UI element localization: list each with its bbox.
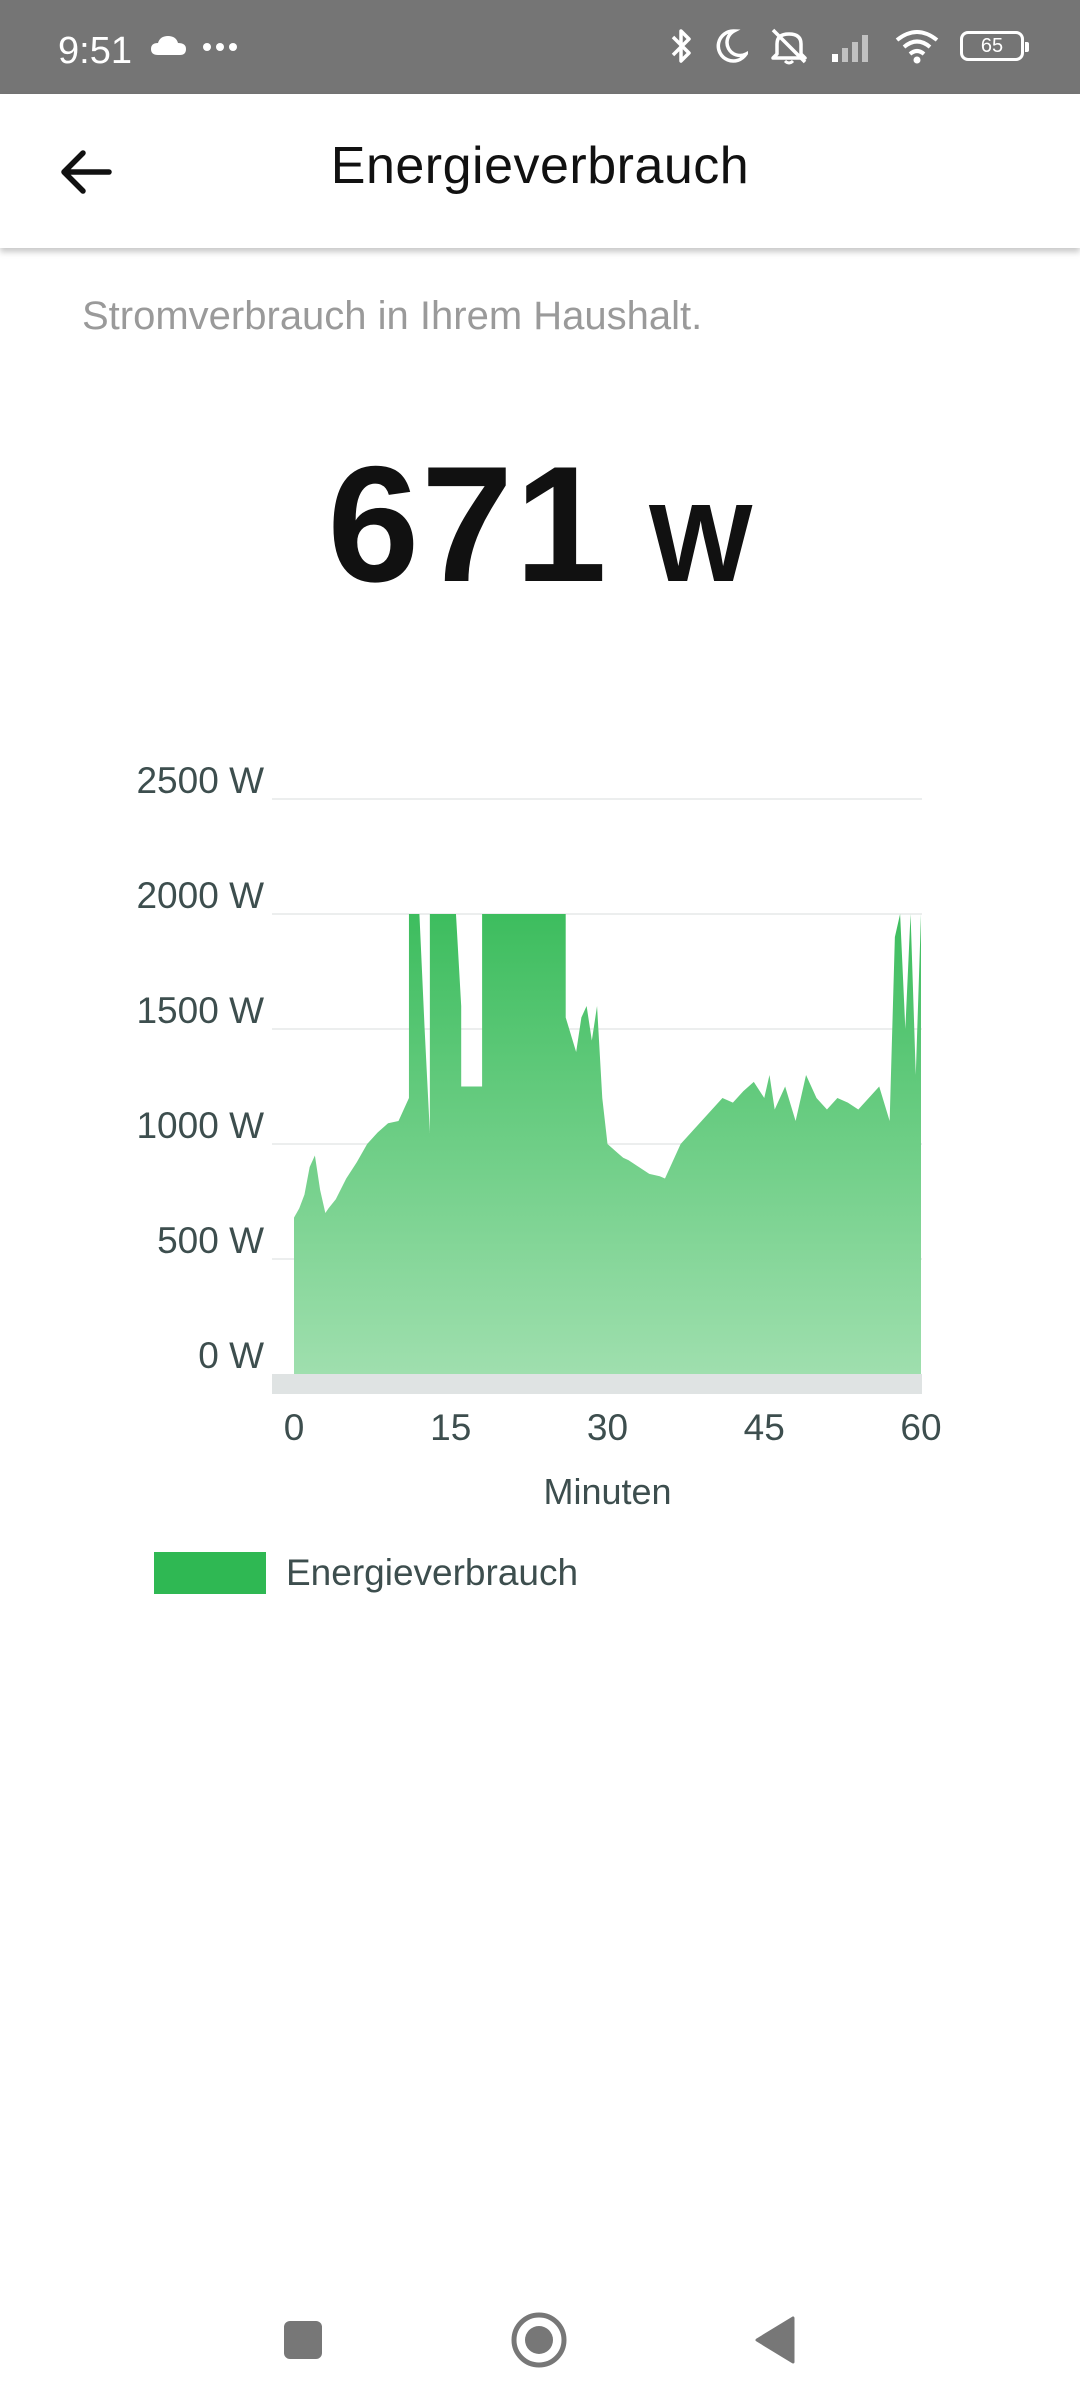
recents-icon [284,2321,322,2359]
y-tick-label: 2000 W [136,875,264,916]
current-power-value: 671 W [0,430,1080,619]
battery-icon: 65 [960,31,1029,61]
wifi-icon [894,28,940,64]
chart-series-area [294,914,921,1374]
subtitle: Stromverbrauch in Ihrem Haushalt. [82,294,703,338]
current-power-unit: W [648,482,753,605]
page-title: Energieverbrauch [330,137,750,195]
home-icon [511,2312,567,2368]
x-tick-label: 60 [900,1407,941,1448]
x-axis-title: Minuten [543,1471,671,1512]
moon-icon [714,28,748,64]
legend-swatch [154,1552,266,1594]
status-time: 9:51 [58,30,132,72]
y-tick-label: 2500 W [136,760,264,801]
y-tick-label: 500 W [157,1220,264,1261]
more-dots-icon [202,39,238,57]
back-nav-button[interactable] [745,2310,805,2370]
app-bar: Energieverbrauch [0,94,1080,248]
legend-label: Energieverbrauch [286,1552,579,1593]
chart-legend: Energieverbrauch [154,1552,578,1594]
y-tick-label: 0 W [198,1335,264,1376]
bluetooth-icon [670,26,694,66]
current-power-number: 671 [327,432,609,616]
y-tick-label: 1000 W [136,1105,264,1146]
recents-button[interactable] [273,2310,333,2370]
x-tick-label: 30 [587,1407,628,1448]
y-tick-label: 1500 W [136,990,264,1031]
battery-level: 65 [980,35,1004,57]
energy-chart: 0 W 500 W 1000 W 1500 W 2000 W 2500 W 0 15 30 45… [136,760,941,1512]
back-triangle-icon [755,2316,795,2364]
x-tick-label: 45 [744,1407,785,1448]
x-tick-label: 15 [430,1407,471,1448]
alarm-off-icon [768,26,810,66]
system-nav-bar [0,2290,1080,2380]
status-bar: 9:51 65 [0,0,1080,94]
home-button[interactable] [509,2310,569,2370]
signal-icon [830,30,874,62]
back-button[interactable] [50,136,122,208]
arrow-left-icon [61,150,112,194]
x-tick-label: 0 [284,1407,305,1448]
cloud-icon [150,34,188,61]
